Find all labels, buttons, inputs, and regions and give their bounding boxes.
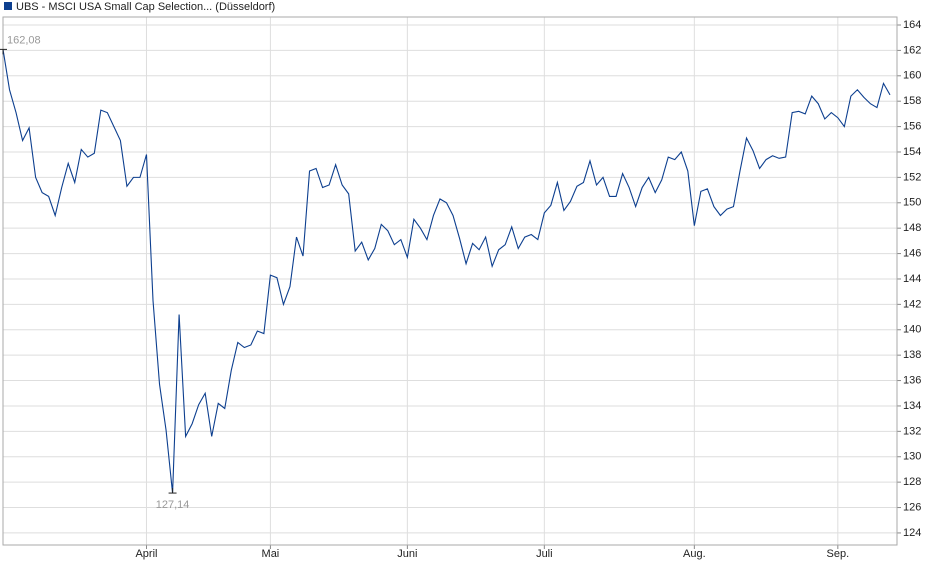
value-label: 127,14 [156, 499, 190, 511]
y-tick-label: 154 [903, 146, 921, 158]
x-tick-label: Juli [536, 548, 553, 560]
x-tick-label: Mai [262, 548, 280, 560]
y-tick-label: 130 [903, 451, 921, 463]
x-tick-label: Aug. [683, 548, 706, 560]
y-tick-label: 136 [903, 374, 921, 386]
y-tick-label: 148 [903, 222, 921, 234]
y-tick-label: 134 [903, 400, 921, 412]
legend-swatch [4, 2, 12, 10]
y-tick-label: 162 [903, 44, 921, 56]
y-tick-label: 142 [903, 298, 921, 310]
y-tick-label: 164 [903, 19, 921, 31]
y-tick-label: 140 [903, 324, 921, 336]
y-tick-label: 160 [903, 70, 921, 82]
y-tick-label: 146 [903, 247, 921, 259]
plot-frame [2, 16, 898, 546]
x-tick-label: April [135, 548, 157, 560]
y-tick-label: 158 [903, 95, 921, 107]
y-tick-label: 150 [903, 197, 921, 209]
y-tick-label: 132 [903, 425, 921, 437]
y-tick-label: 144 [903, 273, 921, 285]
x-tick-label: Sep. [827, 548, 850, 560]
legend-label: UBS - MSCI USA Small Cap Selection... (D… [16, 1, 275, 13]
y-tick-label: 156 [903, 120, 921, 132]
value-label: 162,08 [7, 34, 41, 46]
y-tick-label: 152 [903, 171, 921, 183]
price-line [2, 49, 891, 494]
x-tick-label: Juni [397, 548, 417, 560]
y-tick-label: 126 [903, 501, 921, 513]
y-tick-label: 124 [903, 527, 921, 539]
y-tick-label: 128 [903, 476, 921, 488]
y-tick-label: 138 [903, 349, 921, 361]
